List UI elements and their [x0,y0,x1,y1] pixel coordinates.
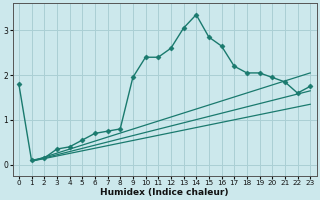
X-axis label: Humidex (Indice chaleur): Humidex (Indice chaleur) [100,188,229,197]
